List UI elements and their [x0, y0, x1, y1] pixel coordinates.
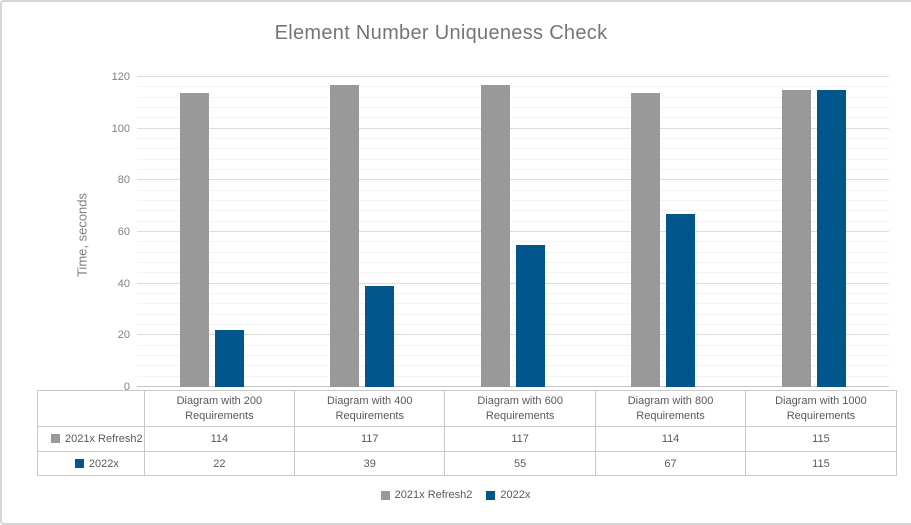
minor-gridline: [137, 158, 889, 160]
minor-gridline: [137, 293, 889, 294]
table-value-cell: 115: [745, 426, 897, 452]
minor-gridline: [137, 148, 889, 150]
legend-key-icon: [380, 490, 390, 500]
table-value-cell: 115: [745, 451, 897, 476]
major-gridline: [137, 334, 889, 336]
legend-item-label: 2022x: [500, 489, 531, 501]
minor-gridline: [137, 210, 889, 212]
y-tick-label: 80: [117, 174, 130, 187]
series-key-icon: [51, 434, 60, 443]
minor-gridline: [137, 251, 889, 253]
x-axis-line: [137, 386, 889, 387]
minor-gridline: [137, 262, 889, 263]
y-tick-label: 0: [123, 381, 130, 393]
bar-series2-cat5: [816, 89, 846, 387]
bar-series1-cat3: [480, 84, 510, 387]
series-label: 2021x Refresh2: [65, 433, 143, 445]
minor-gridline: [137, 138, 889, 139]
table-row: 2021x Refresh2 114 117 117 114 115: [37, 426, 897, 452]
plot-area: [137, 76, 889, 387]
bar-series1-cat4: [631, 92, 661, 387]
y-tick-label: 20: [117, 329, 130, 342]
y-tick-label: 120: [111, 71, 130, 83]
table-category-header: Diagram with 200 Requirements: [143, 390, 296, 427]
bar-series2-cat3: [515, 244, 545, 387]
minor-gridline: [137, 96, 889, 98]
table-value-cell: 114: [143, 426, 296, 452]
minor-gridline: [137, 117, 889, 119]
major-gridline: [137, 76, 889, 77]
minor-gridline: [137, 365, 889, 367]
y-tick-label: 40: [117, 277, 130, 290]
table-value-cell: 67: [594, 451, 747, 476]
table-category-header: Diagram with 600 Requirements: [444, 390, 596, 427]
bar-series1-cat2: [330, 84, 360, 387]
bar-series2-cat4: [666, 213, 696, 387]
table-category-header: Diagram with 800 Requirements: [594, 390, 747, 427]
minor-gridline: [137, 375, 889, 377]
table-value-cell: 114: [594, 426, 747, 452]
minor-gridline: [137, 200, 889, 201]
table-corner-cell: [37, 390, 145, 427]
major-gridline: [137, 127, 889, 129]
y-tick-label: 100: [111, 122, 130, 135]
minor-gridline: [137, 303, 889, 305]
legend-item: 2022x: [486, 489, 530, 501]
minor-gridline: [137, 86, 889, 88]
series-label: 2022x: [88, 457, 119, 470]
legend: 2021x Refresh2 2022x: [2, 489, 909, 501]
table-category-header: Diagram with 400 Requirements: [294, 390, 446, 427]
table-value-cell: 39: [294, 451, 446, 476]
minor-gridline: [137, 169, 889, 170]
table-value-cell: 117: [294, 426, 446, 452]
major-gridline: [137, 231, 889, 232]
bar-series2-cat1: [215, 330, 244, 387]
y-axis-ticks: 0 20 40 60 80 100 120: [2, 71, 130, 393]
bar-series1-cat5: [781, 89, 811, 387]
minor-gridline: [137, 313, 889, 315]
major-gridline: [137, 282, 889, 284]
table-series-label-cell: 2021x Refresh2: [37, 426, 145, 452]
minor-gridline: [137, 220, 889, 222]
legend-key-icon: [486, 490, 496, 500]
major-gridline: [137, 179, 889, 181]
table-row: 2022x 22 39 55 67 115: [37, 451, 897, 476]
table-value-cell: 22: [143, 451, 296, 476]
legend-item: 2021x Refresh2: [380, 489, 473, 501]
series-key-icon: [74, 458, 84, 468]
table-category-header: Diagram with 1000 Requirements: [745, 390, 897, 427]
table-series-label-cell: 2022x: [37, 451, 145, 476]
minor-gridline: [137, 107, 889, 108]
table-value-cell: 117: [444, 426, 596, 452]
minor-gridline: [137, 272, 889, 274]
data-table: Diagram with 200 Requirements Diagram wit…: [37, 390, 897, 476]
legend-item-label: 2021x Refresh2: [394, 489, 473, 501]
table-value-cell: 55: [444, 451, 596, 476]
bar-series1-cat1: [180, 92, 209, 387]
minor-gridline: [137, 344, 889, 346]
y-tick-label: 60: [117, 226, 130, 238]
minor-gridline: [137, 324, 889, 325]
minor-gridline: [137, 189, 889, 191]
chart-title: Element Number Uniqueness Check: [274, 22, 608, 44]
minor-gridline: [137, 355, 889, 356]
minor-gridline: [137, 241, 889, 243]
bar-series2-cat2: [365, 286, 395, 387]
